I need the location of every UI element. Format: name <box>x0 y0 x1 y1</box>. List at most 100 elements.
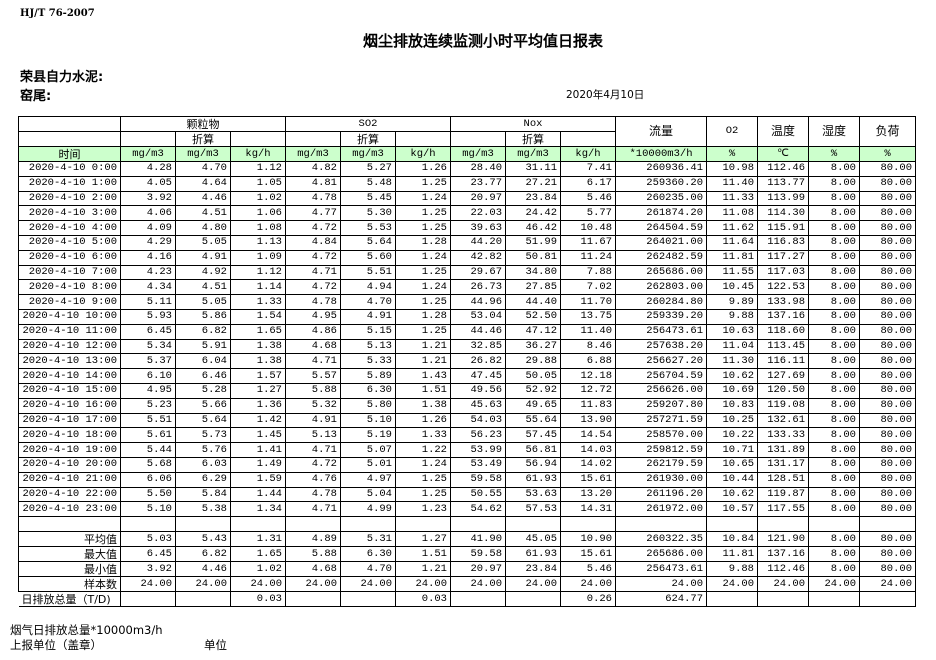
value-cell: 4.51 <box>175 205 231 222</box>
value-cell: 47.12 <box>505 323 561 340</box>
value-cell: 45.05 <box>505 531 561 548</box>
summary-row: 最小值 3.92 4.46 1.02 4.68 4.70 1.21 20.97 23.84 5.4… <box>18 561 916 578</box>
value-cell: 4.78 <box>285 486 341 503</box>
value-cell: 1.09 <box>230 249 286 266</box>
time-cell: 2020-4-10 10:00 <box>18 308 121 325</box>
header-blank <box>450 131 506 147</box>
value-cell: 1.25 <box>395 486 451 503</box>
value-cell: 1.25 <box>395 220 451 236</box>
value-cell: 27.21 <box>505 175 561 192</box>
value-cell: 115.91 <box>757 220 809 236</box>
unit-cell: mg/m3 <box>175 146 231 162</box>
value-cell: 54.03 <box>450 412 506 429</box>
time-cell: 2020-4-10 8:00 <box>18 279 121 296</box>
value-cell: 8.00 <box>808 279 860 296</box>
value-cell: 1.02 <box>230 561 286 578</box>
value-cell: 11.08 <box>706 205 758 222</box>
value-cell <box>450 591 506 608</box>
value-cell: 4.51 <box>175 279 231 296</box>
empty-cell <box>120 516 176 533</box>
value-cell: 6.46 <box>175 368 231 384</box>
value-cell: 1.33 <box>230 294 286 310</box>
value-cell: 133.98 <box>757 294 809 310</box>
value-cell: 6.04 <box>175 353 231 370</box>
value-cell: 4.89 <box>285 531 341 548</box>
value-cell: 1.54 <box>230 308 286 325</box>
value-cell: 8.00 <box>808 205 860 222</box>
value-cell: 52.92 <box>505 382 561 399</box>
value-cell: 5.77 <box>560 205 616 222</box>
unit-cell: mg/m3 <box>450 146 506 162</box>
value-cell: 23.84 <box>505 561 561 578</box>
value-cell: 8.00 <box>808 175 860 192</box>
value-cell: 5.93 <box>120 308 176 325</box>
value-cell: 10.84 <box>706 531 758 548</box>
value-cell: 4.72 <box>285 220 341 236</box>
time-cell: 2020-4-10 4:00 <box>18 220 121 236</box>
header-so2: SO2 <box>285 116 451 132</box>
header-load: 负荷 <box>859 116 916 147</box>
value-cell <box>505 591 561 608</box>
value-cell: 1.25 <box>395 471 451 488</box>
value-cell: 57.53 <box>505 501 561 518</box>
value-cell: 1.42 <box>230 412 286 429</box>
value-cell: 24.00 <box>450 576 506 593</box>
value-cell: 9.88 <box>706 561 758 578</box>
value-cell: 1.28 <box>395 308 451 325</box>
summary-row: 样本数 24.00 24.00 24.00 24.00 24.00 24.00 24.00 24… <box>18 576 916 593</box>
value-cell: 4.72 <box>285 456 341 473</box>
header-row-groups: 颗粒物 SO2 Nox 流量 O2 温度 湿度 负荷 <box>18 116 916 147</box>
value-cell: 4.28 <box>120 161 176 177</box>
value-cell: 4.91 <box>340 308 396 325</box>
value-cell: 24.00 <box>859 576 916 593</box>
value-cell: 260936.41 <box>615 161 707 177</box>
value-cell: 13.20 <box>560 486 616 503</box>
value-cell: 24.00 <box>808 576 860 593</box>
value-cell: 5.05 <box>175 294 231 310</box>
empty-cell <box>859 516 916 533</box>
value-cell: 5.51 <box>340 264 396 281</box>
value-cell: 4.72 <box>285 249 341 266</box>
value-cell: 260284.80 <box>615 294 707 310</box>
value-cell: 112.46 <box>757 561 809 578</box>
value-cell: 6.03 <box>175 456 231 473</box>
value-cell: 24.42 <box>505 205 561 222</box>
value-cell: 5.03 <box>120 531 176 548</box>
row-label: 最大值 <box>18 546 121 563</box>
value-cell: 4.76 <box>285 471 341 488</box>
value-cell: 52.50 <box>505 308 561 325</box>
value-cell: 53.04 <box>450 308 506 325</box>
value-cell: 5.51 <box>120 412 176 429</box>
value-cell: 262179.59 <box>615 456 707 473</box>
data-row: 2020-4-10 4:00 4.09 4.80 1.08 4.72 5.53 1.25 39… <box>18 220 916 236</box>
value-cell: 57.45 <box>505 427 561 444</box>
value-cell: 10.69 <box>706 382 758 399</box>
value-cell: 1.43 <box>395 368 451 384</box>
empty-cell <box>230 516 286 533</box>
value-cell: 1.25 <box>395 175 451 192</box>
value-cell: 127.69 <box>757 368 809 384</box>
value-cell: 5.34 <box>120 338 176 355</box>
header-converted: 折算 <box>175 131 231 147</box>
value-cell: 1.12 <box>230 264 286 281</box>
value-cell: 6.82 <box>175 323 231 340</box>
value-cell: 6.30 <box>340 382 396 399</box>
header-blank <box>560 131 616 147</box>
value-cell: 6.17 <box>560 175 616 192</box>
value-cell: 80.00 <box>859 412 916 429</box>
value-cell: 11.81 <box>706 249 758 266</box>
value-cell: 5.48 <box>340 175 396 192</box>
value-cell: 10.22 <box>706 427 758 444</box>
empty-cell <box>706 516 758 533</box>
value-cell: 4.29 <box>120 234 176 251</box>
time-cell: 2020-4-10 1:00 <box>18 175 121 192</box>
value-cell: 24.00 <box>120 576 176 593</box>
summary-row: 平均值 5.03 5.43 1.31 4.89 5.31 1.27 41.90 45.05 10.… <box>18 531 916 548</box>
unit-label: 单位 <box>204 638 227 652</box>
value-cell: 4.78 <box>285 294 341 310</box>
value-cell: 4.81 <box>285 175 341 192</box>
value-cell: 8.00 <box>808 456 860 473</box>
value-cell: 80.00 <box>859 486 916 503</box>
value-cell: 11.04 <box>706 338 758 355</box>
value-cell: 8.00 <box>808 546 860 563</box>
